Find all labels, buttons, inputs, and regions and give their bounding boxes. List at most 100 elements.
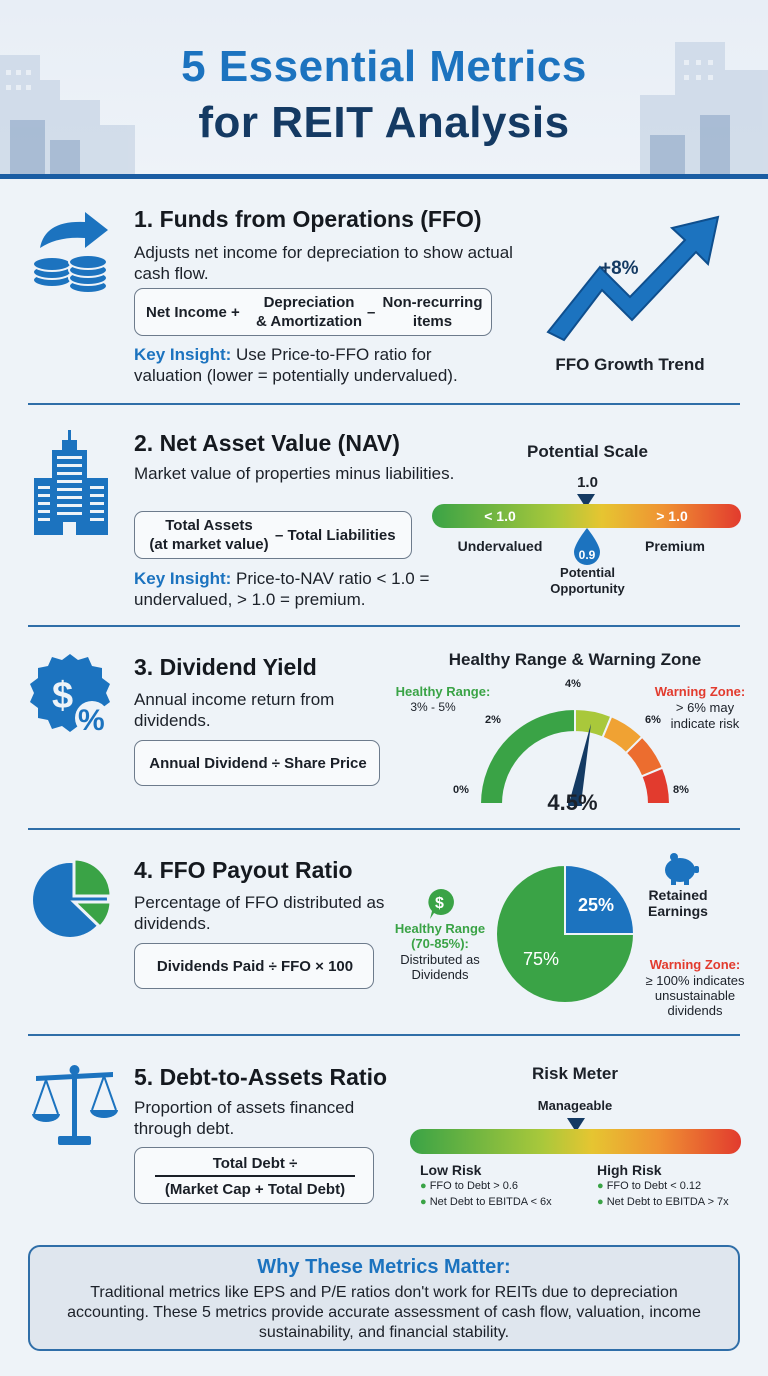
nav-title: 2. Net Asset Value (NAV) — [134, 430, 400, 456]
gauge-needle-hub — [568, 797, 582, 806]
payout-healthy-label2: (70-85%): — [411, 936, 469, 951]
header-divider — [0, 174, 768, 179]
nav-scale-right-label: > 1.0 — [656, 508, 688, 524]
dividend-description: Annual income return from dividends. — [134, 690, 335, 730]
svg-text:$: $ — [52, 675, 73, 717]
nav-scale-marker-value: 1.0 — [577, 474, 598, 491]
scales-icon — [32, 1065, 118, 1145]
gauge-tick-4: 4% — [565, 678, 581, 690]
dividend-healthy-range: 3% - 5% — [410, 700, 456, 714]
dividend-title: 3. Dividend Yield — [134, 654, 317, 680]
dividend-gauge-title: Healthy Range & Warning Zone — [448, 650, 702, 669]
header: 5 Essential Metrics for REIT Analysis — [0, 0, 768, 178]
ffo-formula-depreciation: Depreciation — [263, 294, 355, 311]
payout-healthy-label1: Healthy Range — [394, 921, 486, 936]
payout-title: 4. FFO Payout Ratio — [134, 857, 353, 883]
payout-warning-label: Warning Zone: — [649, 957, 741, 972]
svg-text:%: % — [78, 704, 105, 737]
dividend-gauge — [478, 707, 672, 806]
dividend-healthy-label: Healthy Range: — [395, 684, 491, 699]
nav-formula: Total Assets (at market value) – Total L… — [134, 511, 412, 559]
coins-arrow-icon — [32, 212, 108, 294]
dollar-speech-icon: $ — [428, 889, 454, 919]
dividend-warning-text2: indicate risk — [670, 716, 740, 731]
payout-warning-text3: dividends — [667, 1003, 723, 1018]
drop-pin-icon — [574, 528, 600, 565]
dividend-warning-text1: > 6% may — [675, 700, 735, 715]
nav-scale-left-label: < 1.0 — [484, 508, 516, 524]
payout-warning-text1: ≥ 100% indicates — [645, 973, 745, 988]
nav-premium-label: Premium — [645, 538, 705, 554]
section-divider — [28, 1034, 740, 1036]
payout-warning-text2: unsustainable — [654, 988, 736, 1003]
ffo-growth-value: +8% — [600, 258, 639, 279]
svg-text:$: $ — [435, 895, 444, 912]
gauge-segment-4 — [640, 766, 672, 805]
dollar-percent-badge-icon: $ % — [30, 654, 110, 737]
payout-healthy-text1: Distributed as — [400, 952, 480, 967]
dividend-warning-label: Warning Zone: — [654, 684, 746, 699]
ffo-insight-text: Use Price-to-FFO ratio for valuation (lo… — [134, 345, 458, 385]
section-divider — [28, 828, 740, 830]
gauge-needle-pointer — [569, 723, 591, 806]
payout-description: Percentage of FFO distributed as dividen… — [134, 893, 385, 933]
growth-arrow-icon — [546, 215, 720, 342]
section-ffo: 1. Funds from Operations (FFO) Adjusts n… — [0, 190, 768, 405]
nav-marker-down-icon — [577, 494, 595, 508]
nav-formula-market-value: (at market value) — [149, 536, 269, 553]
nav-insight-label: Key Insight: — [134, 569, 232, 588]
payout-pie-slices — [495, 863, 636, 1004]
gauge-arcs — [478, 707, 672, 805]
ffo-formula-nonrecurring: Non-recurring — [382, 294, 483, 311]
payout-formula-text: Dividends Paid ÷ FFO × 100 — [156, 958, 354, 975]
debt-formula-top: Total Debt ÷ — [212, 1155, 298, 1172]
ffo-chart-label: FFO Growth Trend — [555, 355, 705, 374]
section-divider — [28, 625, 740, 627]
dividend-formula-text: Annual Dividend ÷ Share Price — [149, 755, 367, 772]
pie-chart-icon — [33, 857, 113, 937]
debt-low-risk-title: Low Risk — [420, 1162, 482, 1178]
city-skyline-illustration — [0, 42, 768, 178]
ffo-title: 1. Funds from Operations (FFO) — [134, 206, 482, 232]
page-title-line1: 5 Essential Metrics — [181, 42, 587, 91]
gauge-tick-8: 8% — [673, 784, 689, 796]
why-title: Why These Metrics Matter: — [257, 1256, 511, 1278]
debt-meter-marker-label: Manageable — [537, 1098, 613, 1113]
ffo-formula: Net Income + Depreciation & Amortization… — [134, 288, 492, 336]
nav-gradient-scale — [432, 504, 741, 528]
why-text: Traditional metrics like EPS and P/E rat… — [67, 1284, 701, 1341]
why-metrics-matter-box: Why These Metrics Matter: Traditional me… — [28, 1245, 740, 1351]
section-payout: 4. FFO Payout Ratio Percentage of FFO di… — [0, 835, 768, 1030]
ffo-formula-minus: – — [367, 304, 376, 321]
nav-insight-text: Price-to-NAV ratio < 1.0 = undervalued, … — [134, 569, 430, 609]
debt-formula-fraction-line — [155, 1175, 355, 1177]
payout-pie-chart — [495, 863, 636, 1004]
nav-description: Market value of properties minus liabili… — [134, 464, 455, 483]
gauge-tick-2: 2% — [485, 714, 501, 726]
debt-title: 5. Debt-to-Assets Ratio — [134, 1064, 388, 1090]
payout-distributed-pct: 75% — [522, 949, 560, 969]
nav-formula-total-assets: Total Assets — [165, 517, 253, 534]
nav-scale-title: Potential Scale — [527, 442, 648, 461]
debt-formula: Total Debt ÷ (Market Cap + Total Debt) — [134, 1147, 374, 1204]
gauge-tick-6: 6% — [645, 714, 661, 726]
debt-high-risk-title: High Risk — [597, 1162, 662, 1178]
section-nav: 2. Net Asset Value (NAV) Market value of… — [0, 410, 768, 625]
debt-high-risk-item: ● FFO to Debt < 0.12 — [597, 1180, 702, 1192]
payout-formula: Dividends Paid ÷ FFO × 100 — [134, 943, 374, 989]
nav-undervalued-label: Undervalued — [457, 538, 543, 554]
nav-key-insight: Key Insight: Price-to-NAV ratio < 1.0 = … — [134, 568, 454, 610]
dividend-gauge-value: 4.5% — [547, 790, 598, 815]
payout-retained-pct: 25% — [577, 895, 615, 915]
ffo-formula-amortization: & Amortization — [255, 313, 363, 330]
gauge-needle — [568, 723, 591, 806]
debt-formula-bottom: (Market Cap + Total Debt) — [164, 1181, 346, 1198]
payout-healthy-text2: Dividends — [411, 967, 469, 982]
piggy-bank-icon — [665, 853, 699, 885]
building-icon — [34, 430, 108, 535]
section-divider — [28, 403, 740, 405]
payout-retained-label1: Retained — [648, 887, 708, 903]
nav-opportunity-label: Potential Opportunity — [550, 565, 625, 596]
pie-slice-retained — [564, 863, 636, 935]
ffo-key-insight: Key Insight: Use Price-to-FFO ratio for … — [134, 344, 474, 386]
